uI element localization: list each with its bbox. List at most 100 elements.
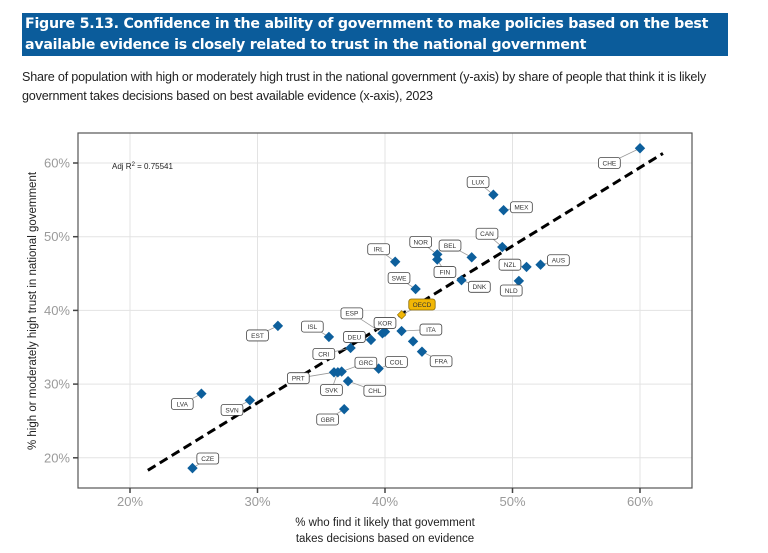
r2-prefix: Adj R	[112, 162, 132, 171]
label-cri: CRI	[318, 351, 329, 358]
point-lux	[488, 189, 499, 200]
label-box-mex	[510, 201, 533, 214]
label-nor: NOR	[413, 239, 428, 246]
x-tick-label: 20%	[117, 494, 143, 509]
label-box-esp	[340, 307, 364, 320]
y-tick-label: 60%	[44, 156, 70, 171]
label-cze: CZE	[201, 456, 215, 463]
label-fra: FRA	[435, 359, 449, 366]
y-tick-label: 50%	[44, 229, 70, 244]
label-box-kor	[373, 317, 397, 329]
label-box-swe	[387, 272, 411, 284]
point-cri	[345, 342, 356, 354]
label-swe: SWE	[392, 275, 407, 282]
label-box-nld	[499, 284, 523, 297]
point-svk	[332, 367, 344, 378]
label-box-lva	[170, 398, 194, 410]
point-gbr	[339, 403, 350, 415]
grid	[78, 133, 692, 488]
label-svk: SVK	[325, 387, 339, 394]
figure-subtitle: Share of population with high or moderat…	[22, 70, 706, 103]
label-box-che	[598, 157, 621, 169]
label-bel: BEL	[444, 243, 457, 250]
label-chl: CHL	[368, 388, 381, 395]
point-mex	[498, 204, 509, 216]
label-svn: SVN	[225, 407, 239, 414]
label-box-deu	[343, 331, 366, 343]
point-deu	[365, 334, 377, 346]
x-tick-label: 60%	[627, 494, 653, 509]
point-nld	[513, 275, 525, 287]
y-axis-title: % high or moderately high trust in natio…	[27, 171, 39, 450]
point-swe	[410, 283, 421, 295]
point-irl	[390, 256, 401, 267]
label-ita: ITA	[426, 327, 436, 334]
label-box-ita	[419, 323, 443, 336]
label-irl: IRL	[374, 247, 385, 254]
point-lva	[196, 388, 207, 399]
label-kor: KOR	[378, 320, 392, 327]
x-tick-label: 30%	[244, 494, 270, 509]
label-box-lux	[466, 176, 490, 189]
x-axis-title-line-2: takes decisions based on evidence	[296, 533, 474, 545]
label-box-oecd	[408, 298, 436, 311]
point-can	[497, 241, 508, 253]
label-grc: GRC	[359, 360, 374, 367]
adj-r2-annotation: Adj R2 = 0.75541	[112, 162, 173, 171]
label-box-fin	[433, 266, 457, 278]
label-box-cri	[312, 347, 336, 360]
label-deu: DEU	[348, 334, 362, 341]
x-tick-label: 40%	[372, 494, 398, 509]
label-box-est	[246, 329, 269, 342]
figure-title: Figure 5.13. Confidence in the ability o…	[22, 13, 728, 56]
r2-value: = 0.75541	[135, 162, 174, 171]
label-box-irl	[367, 243, 390, 256]
point-cze	[187, 462, 198, 474]
label-est: EST	[251, 333, 264, 340]
label-nld: NLD	[505, 288, 518, 295]
label-box-cze	[196, 452, 220, 465]
point-chl	[342, 375, 354, 387]
label-lva: LVA	[177, 401, 189, 408]
label-che: CHE	[603, 160, 617, 167]
label-dnk: DNK	[472, 284, 486, 291]
point-isl	[323, 331, 335, 343]
label-esp: ESP	[345, 311, 358, 318]
label-box-gbr	[316, 413, 339, 426]
label-box-isl	[301, 320, 324, 333]
point-ita	[396, 325, 407, 337]
label-gbr: GBR	[321, 417, 335, 424]
point-labels: CHE LUX MEX CAN NOR BEL FIN IRL AUS NZL DNK NLD SWE O…	[170, 157, 621, 465]
point-kor	[379, 326, 391, 337]
point-est	[272, 320, 284, 332]
label-col: COL	[390, 359, 404, 366]
y-tick-label: 40%	[44, 303, 70, 318]
label-prt: PRT	[292, 376, 305, 383]
y-tick-label: 20%	[44, 450, 70, 465]
label-box-chl	[363, 384, 387, 397]
label-box-prt	[286, 372, 310, 385]
point-bel	[466, 252, 477, 263]
point-oecd	[396, 310, 407, 320]
x-axis-title-line-1: % who find it likely that govemment	[295, 517, 475, 529]
label-box-svn	[220, 403, 244, 416]
point-fra	[416, 346, 428, 357]
point-fin	[432, 254, 443, 265]
point-dnk	[456, 274, 467, 286]
label-fin: FIN	[440, 269, 451, 276]
label-lux: LUX	[472, 180, 485, 187]
point-nzl	[521, 261, 532, 273]
label-can: CAN	[480, 231, 494, 238]
label-box-bel	[438, 239, 462, 252]
y-tick-label: 30%	[44, 377, 70, 392]
label-box-svk	[320, 384, 343, 396]
label-box-grc	[354, 356, 378, 369]
regression-fit-line	[147, 152, 664, 472]
axes: 20% 30% 40% 50% 60% 20% 30% 40% 50% 60%	[44, 156, 653, 510]
label-mex: MEX	[514, 205, 529, 212]
label-nzl: NZL	[504, 262, 517, 269]
label-box-can	[475, 227, 499, 240]
point-unlabelled	[407, 336, 419, 347]
label-box-col	[385, 356, 408, 368]
